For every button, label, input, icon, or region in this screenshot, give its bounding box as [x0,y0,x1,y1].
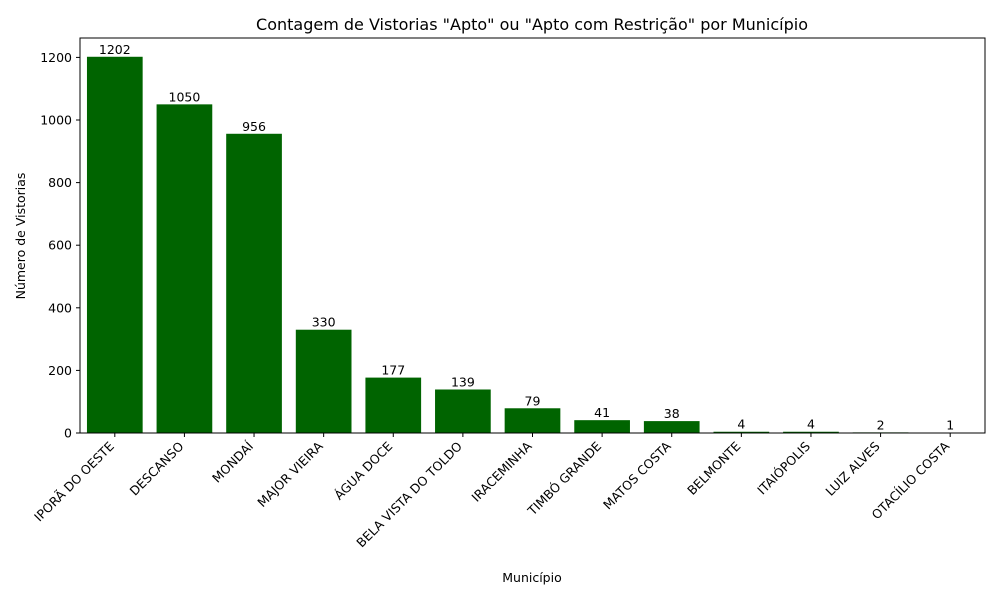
bar [295,329,352,433]
y-tick-label: 800 [48,175,72,190]
y-tick-label: 1000 [40,113,72,128]
bar [435,389,491,433]
y-tick-label: 1200 [40,50,72,65]
bar [365,377,422,433]
data-labels-group: 1202 1050 956 330 177 139 79 41 38 4 4 2 1 [99,42,954,433]
y-axis: 0 200 400 600 800 1000 1200 [40,50,80,441]
bar [643,421,700,433]
chart-title: Contagem de Vistorias "Apto" ou "Apto co… [256,15,808,34]
data-label: 4 [737,417,745,432]
data-label: 1202 [99,42,131,57]
data-label: 1 [946,418,954,433]
data-label: 41 [594,405,610,420]
data-label: 4 [807,417,815,432]
bar [713,431,770,433]
data-label: 1050 [169,89,201,104]
data-label: 956 [242,119,266,134]
bar [504,408,561,433]
plot-frame [79,37,986,434]
data-label: 177 [381,363,405,378]
y-tick-label: 0 [64,426,72,441]
data-label: 2 [877,417,885,432]
bar [86,56,143,433]
y-axis-label: Número de Vistorias [13,173,28,300]
y-tick-label: 200 [48,363,72,378]
bar [783,431,839,433]
bar [574,420,630,433]
bars-group [86,56,979,434]
x-axis-label: Município [502,570,562,585]
bar [226,133,282,433]
data-label: 330 [312,315,336,330]
data-label: 139 [451,374,475,389]
data-label: 38 [664,406,680,421]
data-label: 79 [525,393,541,408]
y-tick-label: 400 [48,300,72,315]
bar [156,104,213,434]
y-tick-label: 600 [48,238,72,253]
